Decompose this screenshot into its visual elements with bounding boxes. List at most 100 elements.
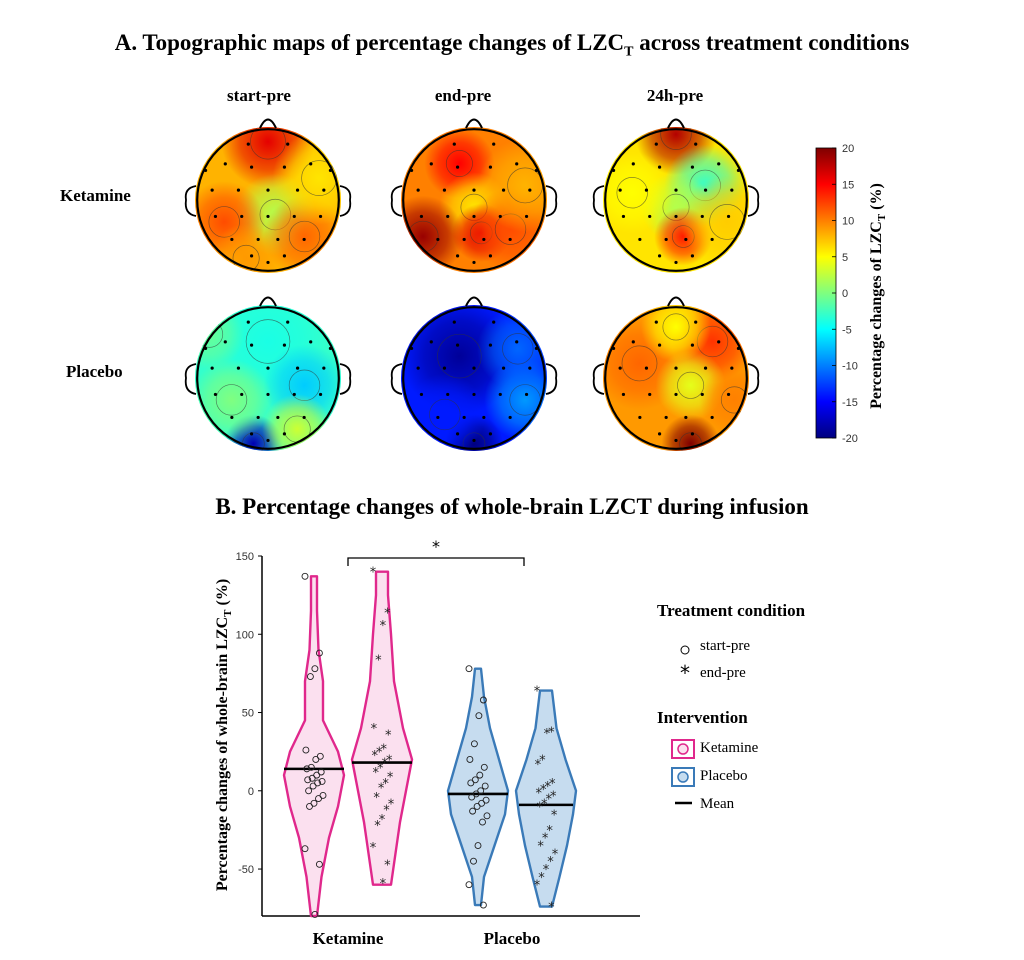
electrode-dot [684,415,688,420]
electrode-dot [249,165,254,169]
head-outline [196,306,340,450]
right-ear [545,185,558,217]
data-point-circle [306,673,314,680]
electrode-dot [322,366,326,370]
right-ear [545,363,558,395]
data-point-circle [315,649,323,657]
right-ear [747,363,760,395]
legend-circle-marker [680,645,690,655]
electrode-dot [455,165,460,169]
contour-line [215,384,248,416]
electrode-dot [631,162,635,166]
data-point-circle [469,807,477,815]
x-category-label: Placebo [484,929,541,948]
right-ear [339,185,352,217]
data-point-circle [307,763,315,771]
electrode-dot [664,237,668,242]
y-tick-label: 150 [236,551,254,563]
electrode-dot [472,366,476,370]
topomap-blob [661,414,720,451]
legend-condition-label: end-pre [700,665,746,681]
electrode-dot [690,165,695,169]
legend-swatch-placebo [671,767,695,787]
data-point-asterisk: * [372,749,379,764]
electrode-dot [276,415,280,420]
electrode-dot [648,214,652,219]
data-point-circle [306,802,313,810]
electrode-dot [266,188,270,192]
electrode-dot [618,366,622,370]
data-point-circle [467,779,475,787]
electrode-dot [452,142,456,146]
data-point-asterisk: * [548,725,555,740]
electrode-dot [236,188,241,192]
electrode-dot [436,237,440,242]
data-point-asterisk: * [544,727,551,742]
electrode-dot [730,188,734,192]
data-point-circle [315,795,322,803]
y-tick-label: 0 [248,786,254,798]
topomap-blob [272,131,341,225]
electrode-dot [266,438,270,443]
data-point-circle [314,779,322,787]
contour-line [616,177,648,209]
nose-marker [667,296,685,307]
data-point-circle [479,696,487,704]
topomap-blob [476,307,547,390]
violin-placebo-end-pre [514,689,578,908]
electrode-dot [286,142,290,146]
data-point-asterisk: * [381,757,388,772]
electrode-dot [429,340,433,344]
left-ear [390,363,403,395]
data-point-asterisk: * [374,819,381,834]
nose-marker [259,118,277,129]
y-tick-label: 50 [242,708,254,720]
data-point-asterisk: * [383,804,390,819]
data-point-circle [466,756,474,763]
electrode-dot [318,392,323,397]
data-point-circle [315,860,323,868]
data-point-asterisk: * [371,722,378,737]
electrode-dot [230,237,234,242]
data-point-circle [310,799,318,807]
contour-line [502,333,534,365]
row-label-placebo: Placebo [66,362,123,381]
electrode-dot [488,432,493,436]
electrode-dot [462,237,466,242]
electrode-dot [309,340,313,344]
electrode-dot [302,415,306,420]
y-axis-label: Percentage changes of whole-brain LZCT (… [213,578,235,892]
row-label-ketamine: Ketamine [60,186,131,205]
electrode-dot [524,392,529,397]
colorbar-tick-label: -10 [842,361,858,373]
electrode-dot [700,214,704,219]
colorbar-tick-label: -5 [842,324,852,336]
electrode-dot [684,237,688,242]
data-point-circle [304,776,312,784]
topomap-ketamine-start-pre [195,127,341,273]
electrode-dot [455,343,460,347]
data-point-circle [308,774,316,782]
electrode-dot [654,142,658,146]
data-point-circle [318,777,326,785]
data-point-circle [476,771,484,779]
data-point-circle [482,796,490,804]
violin-ketamine-start-pre [282,575,346,918]
data-point-asterisk: * [540,783,547,798]
nose-marker [259,296,277,307]
data-point-circle [477,787,485,795]
data-point-circle [301,572,309,580]
data-point-asterisk: * [378,782,385,797]
electrode-dot [657,165,662,169]
left-ear [592,185,605,217]
electrode-dot [482,237,486,242]
data-point-circle [478,799,486,807]
electrode-dot [703,366,708,370]
colorbar: 20 15 10 5 0 -5 -10 -15 -20 [815,143,858,445]
data-point-circle [483,812,491,820]
data-point-asterisk: * [373,791,380,806]
electrode-dot [621,392,626,397]
electrode-dot [419,214,424,219]
electrode-dot [230,415,234,420]
data-point-circle [302,746,310,754]
